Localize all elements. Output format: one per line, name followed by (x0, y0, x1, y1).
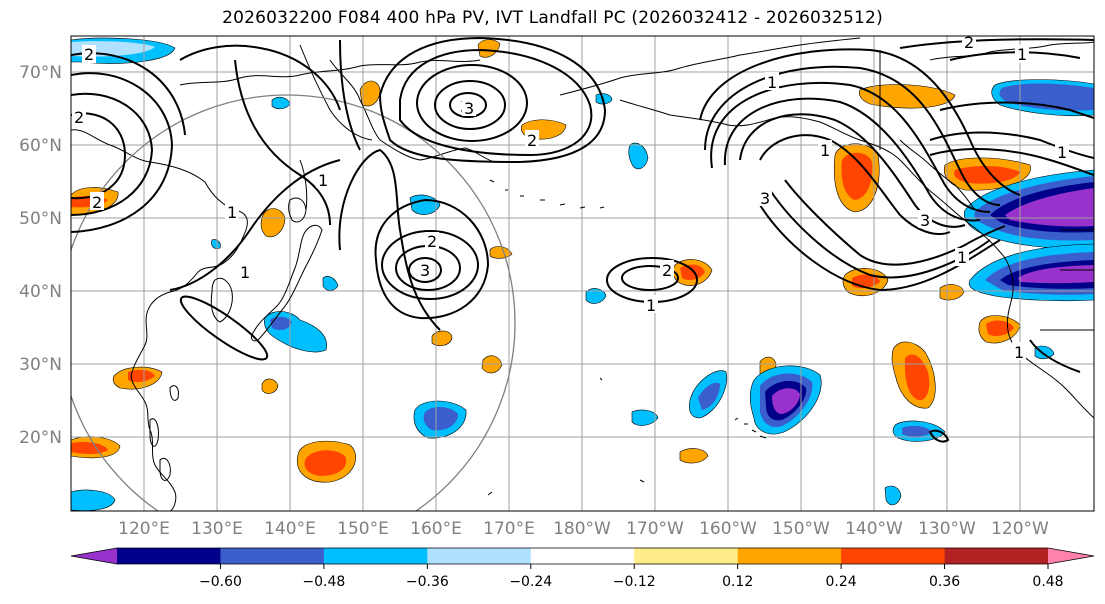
lat-label: 60°N (19, 136, 62, 156)
svg-text:2: 2 (427, 232, 437, 251)
colorbar-tick-label: 0.36 (929, 574, 960, 590)
contour-label: 3 (758, 188, 772, 208)
colorbar-extend-min (71, 548, 117, 564)
svg-text:2: 2 (527, 131, 537, 150)
colorbar-tick-label: −0.36 (406, 574, 449, 590)
svg-text:1: 1 (957, 248, 967, 267)
svg-text:2: 2 (92, 193, 102, 212)
contour-label: 2 (525, 130, 539, 150)
colorbar-segment (841, 548, 946, 564)
colorbar-segment (634, 548, 739, 564)
contour-label: 2 (90, 192, 104, 212)
landfall-radius-circle (71, 94, 516, 511)
contour-label: 1 (1015, 45, 1029, 64)
colorbar-tick-label: −0.48 (302, 574, 345, 590)
colorbar-tick-label: −0.60 (199, 574, 242, 590)
svg-text:1: 1 (767, 73, 777, 92)
lon-label: 180°W (553, 519, 611, 539)
contour-label: 1 (225, 202, 239, 222)
contour-label: 1 (818, 140, 832, 160)
colorbar-segment (323, 548, 428, 564)
svg-text:2: 2 (84, 45, 94, 64)
lon-label: 130°W (918, 519, 976, 539)
colorbar-segment (530, 548, 635, 564)
colorbar-tick-label: 0.12 (722, 574, 753, 590)
svg-text:3: 3 (920, 211, 930, 230)
contour-label: 1 (1012, 342, 1026, 362)
lon-label: 130°E (191, 519, 243, 539)
contour-label: 1 (955, 248, 969, 267)
contour-label: 1 (1055, 142, 1069, 162)
svg-text:1: 1 (646, 296, 656, 315)
colorbar-tick-label: −0.24 (509, 574, 552, 590)
lon-label: 160°E (410, 519, 462, 539)
svg-text:2: 2 (964, 33, 974, 52)
contour-labels: 2 2 3 3 2 1 2 1 3 3 1 2 1 1 3 2 1 1 1 2 … (72, 33, 1069, 362)
colorbar-tick-label: 0.24 (826, 574, 857, 590)
colorbar-segment (737, 548, 842, 564)
svg-text:1: 1 (318, 171, 328, 190)
contour-label: 1 (316, 170, 330, 190)
svg-text:2: 2 (74, 108, 84, 127)
contour-label: 2 (72, 108, 86, 127)
lat-label: 50°N (19, 209, 62, 229)
contour-label: 3 (918, 210, 932, 230)
lon-label: 120°E (118, 519, 170, 539)
contour-label: 1 (644, 295, 658, 315)
longitude-labels: 120°E 130°E 140°E 150°E 160°E 170°E 180°… (118, 519, 1049, 539)
lon-label: 150°W (772, 519, 830, 539)
colorbar-tick-label: −0.12 (613, 574, 656, 590)
contour-label: 2 (82, 45, 96, 64)
lon-label: 170°W (626, 519, 684, 539)
colorbar-segment (220, 548, 325, 564)
colorbar-extend-max (1048, 548, 1094, 564)
svg-text:1: 1 (820, 141, 830, 160)
lon-label: 170°E (483, 519, 535, 539)
svg-text:1: 1 (1057, 143, 1067, 162)
svg-text:1: 1 (1017, 45, 1027, 64)
lon-label: 140°E (264, 519, 316, 539)
coastlines (71, 37, 1094, 511)
contour-label: 3 (462, 98, 476, 118)
lon-label: 120°W (991, 519, 1049, 539)
svg-text:1: 1 (240, 263, 250, 282)
svg-text:1: 1 (1014, 343, 1024, 362)
svg-text:1: 1 (227, 203, 237, 222)
lat-label: 20°N (19, 428, 62, 448)
lat-label: 40°N (19, 282, 62, 302)
contour-label: 2 (660, 260, 674, 280)
lon-label: 140°W (845, 519, 903, 539)
latitude-labels: 70°N 60°N 50°N 40°N 30°N 20°N (19, 63, 62, 448)
contour-label: 1 (765, 72, 779, 92)
colorbar-segment (944, 548, 1049, 564)
svg-text:2: 2 (662, 261, 672, 280)
negative-anomaly (71, 37, 1094, 511)
lon-label: 150°E (337, 519, 389, 539)
map-frame (70, 35, 1095, 512)
colorbar-tick-label: 0.48 (1032, 574, 1063, 590)
svg-text:3: 3 (760, 189, 770, 208)
contour-label: 1 (238, 262, 252, 282)
contour-label: 2 (425, 232, 439, 251)
svg-text:3: 3 (464, 99, 474, 118)
lat-label: 30°N (19, 355, 62, 375)
colorbar: −0.60 −0.48 −0.36 −0.24 −0.12 0.12 0.24 0.36 0.4… (70, 547, 1095, 590)
colorbar-segment (117, 548, 221, 564)
colorbar-segment (427, 548, 532, 564)
contour-label: 3 (418, 260, 432, 280)
lon-label: 160°W (699, 519, 757, 539)
contour-label: 2 (962, 33, 976, 52)
svg-text:3: 3 (420, 261, 430, 280)
map-title: 2026032200 F084 400 hPa PV, IVT Landfall… (222, 8, 883, 28)
lat-label: 70°N (19, 63, 62, 83)
